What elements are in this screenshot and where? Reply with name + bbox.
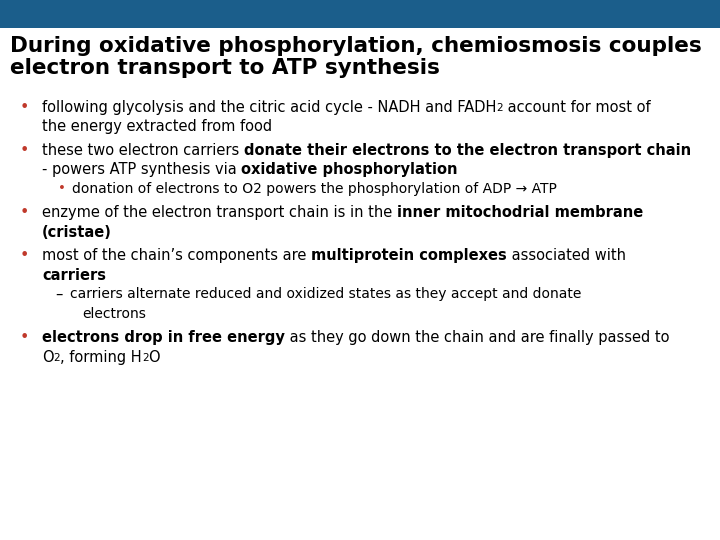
Text: account for most of: account for most of (503, 100, 651, 114)
Text: electrons drop in free energy: electrons drop in free energy (42, 330, 285, 345)
Text: oxidative phosphorylation: oxidative phosphorylation (241, 162, 458, 177)
Text: 2: 2 (496, 103, 503, 113)
Text: electrons: electrons (82, 307, 146, 321)
Text: enzyme of the electron transport chain is in the: enzyme of the electron transport chain i… (42, 205, 397, 220)
Text: the energy extracted from food: the energy extracted from food (42, 119, 272, 134)
Text: , forming H: , forming H (60, 350, 142, 364)
Text: donate their electrons to the electron transport chain: donate their electrons to the electron t… (244, 143, 691, 158)
Text: multiprotein complexes: multiprotein complexes (311, 248, 507, 263)
Text: •: • (20, 205, 30, 220)
Text: •: • (58, 182, 66, 195)
Text: •: • (20, 330, 30, 345)
Text: •: • (20, 143, 30, 158)
Text: electron transport to ATP synthesis: electron transport to ATP synthesis (10, 58, 440, 78)
Text: O: O (148, 350, 160, 364)
Text: –: – (55, 287, 63, 302)
Text: carriers alternate reduced and oxidized states as they accept and donate: carriers alternate reduced and oxidized … (70, 287, 581, 301)
Text: O: O (42, 350, 53, 364)
Text: as they go down the chain and are finally passed to: as they go down the chain and are finall… (285, 330, 670, 345)
Text: most of the chain’s components are: most of the chain’s components are (42, 248, 311, 263)
Bar (0, 0, 720, 28)
Text: following glycolysis and the citric acid cycle - NADH and FADH: following glycolysis and the citric acid… (42, 100, 496, 114)
Text: inner mitochodrial membrane: inner mitochodrial membrane (397, 205, 643, 220)
Text: 2: 2 (142, 353, 148, 363)
Text: •: • (20, 248, 30, 263)
Text: associated with: associated with (507, 248, 626, 263)
Text: carriers: carriers (42, 268, 106, 283)
Text: During oxidative phosphorylation, chemiosmosis couples: During oxidative phosphorylation, chemio… (10, 36, 702, 56)
Text: 2: 2 (53, 353, 60, 363)
Text: (cristae): (cristae) (42, 225, 112, 240)
Text: - powers ATP synthesis via: - powers ATP synthesis via (42, 162, 241, 177)
Text: donation of electrons to O2 powers the phosphorylation of ADP → ATP: donation of electrons to O2 powers the p… (72, 182, 557, 195)
Text: •: • (20, 100, 30, 114)
Text: these two electron carriers: these two electron carriers (42, 143, 244, 158)
